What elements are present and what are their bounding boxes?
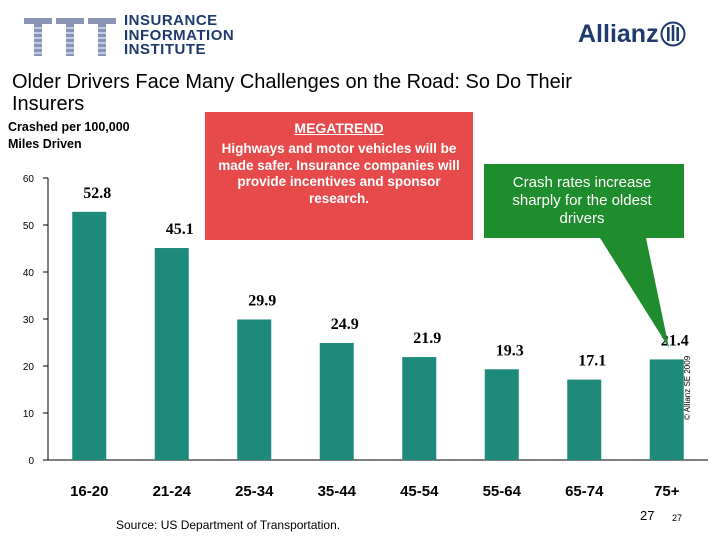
iii-logo-text: INSURANCE INFORMATION INSTITUTE — [124, 12, 235, 58]
y-axis-label: Crashed per 100,000 Miles Driven — [8, 119, 130, 153]
bar — [567, 379, 602, 460]
megatrend-heading: MEGATREND — [294, 120, 384, 136]
y-tick-label: 0 — [28, 456, 34, 467]
data-label: 24.9 — [331, 316, 359, 333]
data-label: 17.1 — [578, 353, 606, 370]
category-label: 25-34 — [235, 483, 274, 500]
page-number: 27 — [640, 508, 655, 523]
category-label: 55-64 — [483, 483, 522, 500]
bar — [72, 211, 107, 460]
allianz-eagle-icon — [660, 21, 686, 47]
megatrend-box: MEGATREND Highways and motor vehicles wi… — [205, 112, 473, 240]
category-label: 35-44 — [318, 483, 357, 500]
bar — [237, 319, 272, 460]
callout-text: Crash rates increase sharply for the old… — [512, 174, 652, 227]
slide-title: Older Drivers Face Many Challenges on th… — [12, 71, 572, 115]
iii-logo-line: INSURANCE — [124, 12, 218, 29]
bar — [154, 248, 189, 460]
iii-logo: INSURANCE INFORMATION INSTITUTE — [22, 12, 272, 58]
iii-logo-line: INFORMATION — [124, 26, 235, 44]
data-label: 29.9 — [248, 292, 276, 309]
y-axis-label-line: Crashed per 100,000 — [8, 120, 130, 134]
y-tick-label: 10 — [23, 409, 35, 420]
bar — [649, 359, 684, 460]
page-number-small: 27 — [672, 513, 683, 523]
y-axis-label-line: Miles Driven — [8, 137, 82, 151]
bar — [319, 342, 354, 460]
iii-logo-line: INSTITUTE — [124, 41, 206, 58]
allianz-wordmark: Allianz — [578, 20, 659, 48]
iii-logo-mark-icon — [22, 18, 118, 56]
y-tick-label: 20 — [23, 362, 35, 373]
data-label: 19.3 — [496, 342, 524, 359]
data-label: 52.8 — [83, 185, 111, 202]
category-label: 16-20 — [70, 483, 108, 500]
bar — [484, 369, 519, 460]
bar — [402, 357, 437, 460]
data-label: 45.1 — [166, 221, 194, 238]
y-tick-label: 50 — [23, 221, 35, 232]
category-label: 45-54 — [400, 483, 439, 500]
data-label: 21.9 — [413, 330, 441, 347]
category-label: 65-74 — [565, 483, 604, 500]
source-note: Source: US Department of Transportation. — [116, 518, 341, 532]
y-tick-label: 40 — [23, 268, 35, 279]
y-tick-label: 60 — [23, 174, 35, 185]
y-tick-label: 30 — [23, 315, 35, 326]
copyright-note: © Allianz SE 2009 — [683, 355, 692, 420]
category-label: 75+ — [654, 483, 680, 500]
category-label: 21-24 — [153, 483, 192, 500]
allianz-logo: Allianz — [578, 20, 688, 52]
megatrend-text: Highways and motor vehicles will be made… — [218, 141, 460, 206]
